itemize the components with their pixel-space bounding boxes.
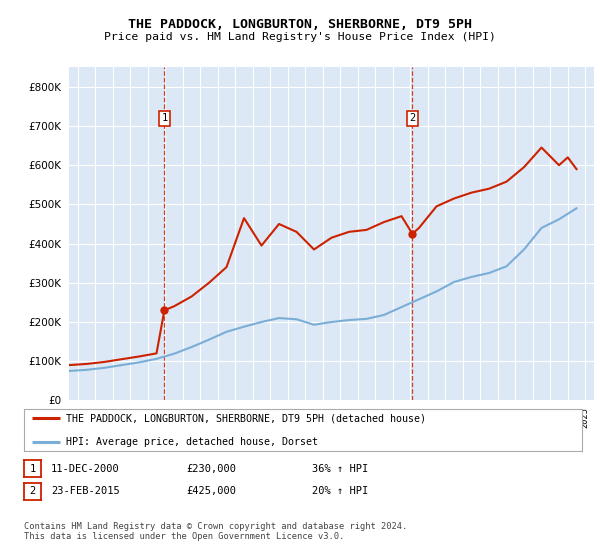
Text: 1: 1: [29, 464, 35, 474]
Text: THE PADDOCK, LONGBURTON, SHERBORNE, DT9 5PH: THE PADDOCK, LONGBURTON, SHERBORNE, DT9 …: [128, 18, 472, 31]
Text: Price paid vs. HM Land Registry's House Price Index (HPI): Price paid vs. HM Land Registry's House …: [104, 32, 496, 43]
Text: £230,000: £230,000: [186, 464, 236, 474]
Text: 36% ↑ HPI: 36% ↑ HPI: [312, 464, 368, 474]
Text: £425,000: £425,000: [186, 486, 236, 496]
Text: THE PADDOCK, LONGBURTON, SHERBORNE, DT9 5PH (detached house): THE PADDOCK, LONGBURTON, SHERBORNE, DT9 …: [66, 413, 426, 423]
Text: 2: 2: [409, 113, 415, 123]
Text: 2: 2: [29, 486, 35, 496]
Text: Contains HM Land Registry data © Crown copyright and database right 2024.
This d: Contains HM Land Registry data © Crown c…: [24, 522, 407, 542]
Text: 23-FEB-2015: 23-FEB-2015: [51, 486, 120, 496]
Text: 11-DEC-2000: 11-DEC-2000: [51, 464, 120, 474]
Text: HPI: Average price, detached house, Dorset: HPI: Average price, detached house, Dors…: [66, 437, 318, 446]
Text: 20% ↑ HPI: 20% ↑ HPI: [312, 486, 368, 496]
Text: 1: 1: [161, 113, 167, 123]
